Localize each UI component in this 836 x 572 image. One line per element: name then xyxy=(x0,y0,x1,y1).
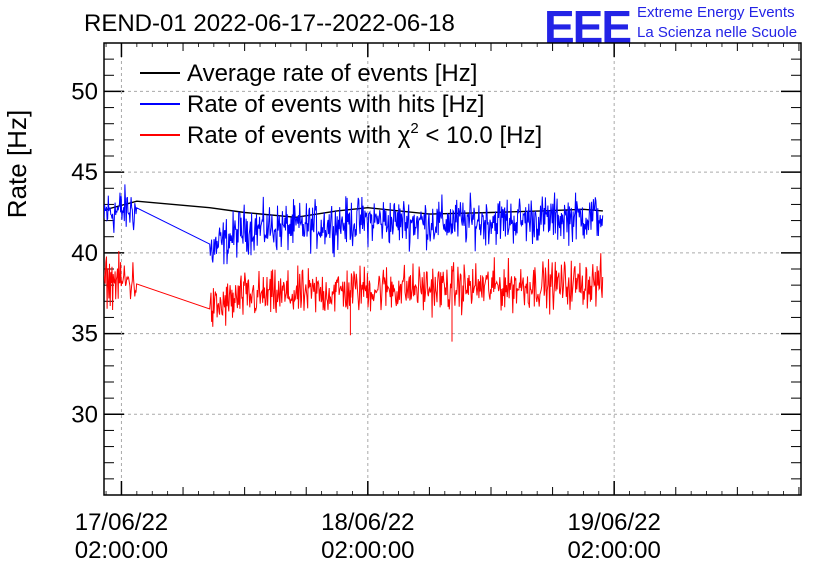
x-tick-label-time: 02:00:00 xyxy=(321,537,414,564)
chart-title: REND-01 2022-06-17--2022-06-18 xyxy=(84,10,455,37)
eee-logo: EEE xyxy=(544,1,632,53)
y-tick-label: 50 xyxy=(71,78,98,105)
legend-label-2: Rate of events with χ2 < 10.0 [Hz] xyxy=(187,120,542,149)
logo-line-2: La Scienza nelle Scuole xyxy=(637,24,798,41)
series-line-1 xyxy=(104,184,604,265)
x-tick-label-date: 19/06/22 xyxy=(567,509,660,536)
legend-label-0: Average rate of events [Hz] xyxy=(187,60,477,87)
y-tick-label: 45 xyxy=(71,159,98,186)
series-line-2 xyxy=(104,250,604,342)
logo-line-1: Extreme Energy Events xyxy=(637,4,795,21)
x-tick-label-time: 02:00:00 xyxy=(567,537,660,564)
y-tick-label: 35 xyxy=(71,321,98,348)
legend-label-1: Rate of events with hits [Hz] xyxy=(187,91,484,118)
x-tick-label-date: 18/06/22 xyxy=(321,509,414,536)
y-tick-label: 40 xyxy=(71,240,98,267)
x-tick-label-time: 02:00:00 xyxy=(75,537,168,564)
y-tick-label: 30 xyxy=(71,401,98,428)
x-tick-label-date: 17/06/22 xyxy=(75,509,168,536)
